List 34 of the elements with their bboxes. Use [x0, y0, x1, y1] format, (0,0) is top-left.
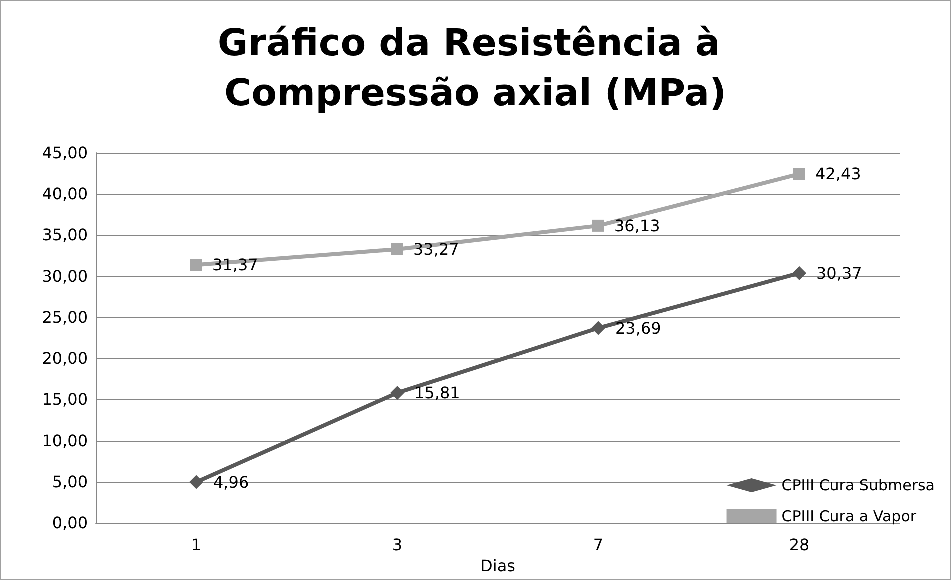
legend-label: CPIII Cura a Vapor: [782, 508, 918, 526]
data-label: 31,37: [212, 256, 258, 275]
chart-title: Gráfico da Resistência à Compressão axial (MPa): [218, 22, 734, 114]
point: [190, 259, 202, 272]
point: [794, 168, 806, 180]
x-tick-label: 1: [191, 536, 202, 555]
legend-label: CPIII Cura Submersa: [782, 476, 936, 494]
y-tick-label: 5,00: [52, 472, 88, 492]
point: [392, 243, 404, 256]
y-tick-label: 30,00: [42, 266, 88, 286]
point: [792, 266, 806, 280]
y-tick-label: 40,00: [42, 184, 88, 204]
y-tick-label: 35,00: [42, 226, 88, 245]
x-axis-title: Dias: [480, 556, 516, 576]
point: [592, 220, 604, 232]
y-tick-label: 15,00: [42, 390, 88, 410]
data-label: 4,96: [214, 472, 250, 492]
data-label: 42,43: [816, 164, 862, 184]
data-label: 15,81: [414, 384, 460, 403]
data-label: 30,37: [816, 264, 862, 283]
y-tick-label: 45,00: [42, 144, 88, 162]
y-tick-label: 20,00: [42, 349, 88, 368]
point: [592, 321, 606, 336]
y-tick-label: 0,00: [52, 514, 88, 533]
x-tick-label: 28: [789, 536, 810, 555]
point: [190, 475, 204, 490]
data-label: 33,27: [414, 240, 460, 259]
x-tick-label: 3: [392, 536, 403, 555]
data-label: 23,69: [616, 318, 662, 338]
y-tick-label: 25,00: [42, 308, 88, 327]
data-label: 36,13: [614, 216, 660, 236]
y-tick-label: 10,00: [42, 431, 88, 450]
x-tick-label: 7: [593, 536, 604, 555]
point: [390, 386, 404, 400]
